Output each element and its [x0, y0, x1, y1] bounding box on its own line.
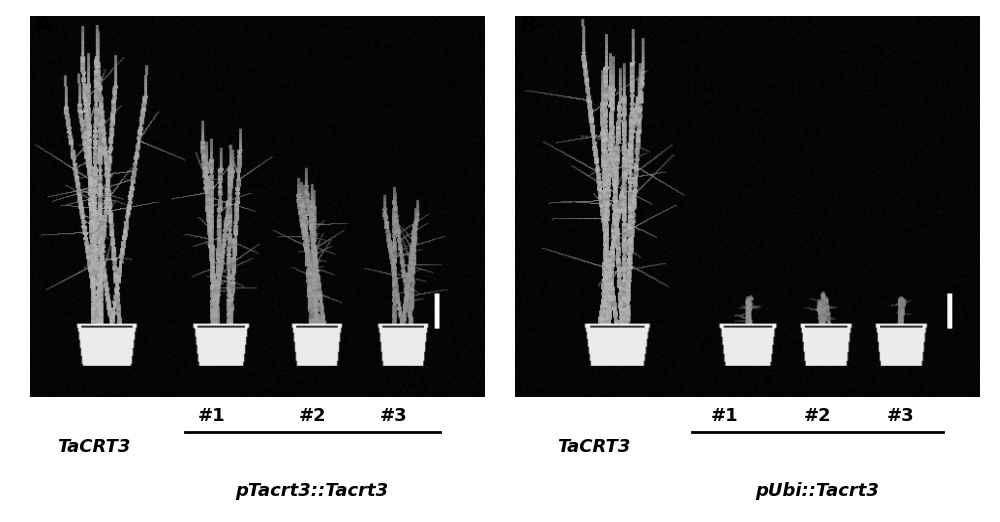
- Text: #2: #2: [298, 407, 326, 424]
- Text: TaCRT3: TaCRT3: [557, 438, 631, 456]
- Text: pTacrt3::Tacrt3: pTacrt3::Tacrt3: [236, 482, 389, 500]
- Text: pUbi::Tacrt3: pUbi::Tacrt3: [755, 482, 879, 500]
- Text: #2: #2: [803, 407, 831, 424]
- Text: #3: #3: [887, 407, 915, 424]
- Text: TaCRT3: TaCRT3: [57, 438, 130, 456]
- Text: A: A: [35, 16, 52, 35]
- Text: #1: #1: [710, 407, 738, 424]
- Text: B: B: [520, 16, 537, 35]
- Text: #1: #1: [198, 407, 226, 424]
- Text: #3: #3: [380, 407, 408, 424]
